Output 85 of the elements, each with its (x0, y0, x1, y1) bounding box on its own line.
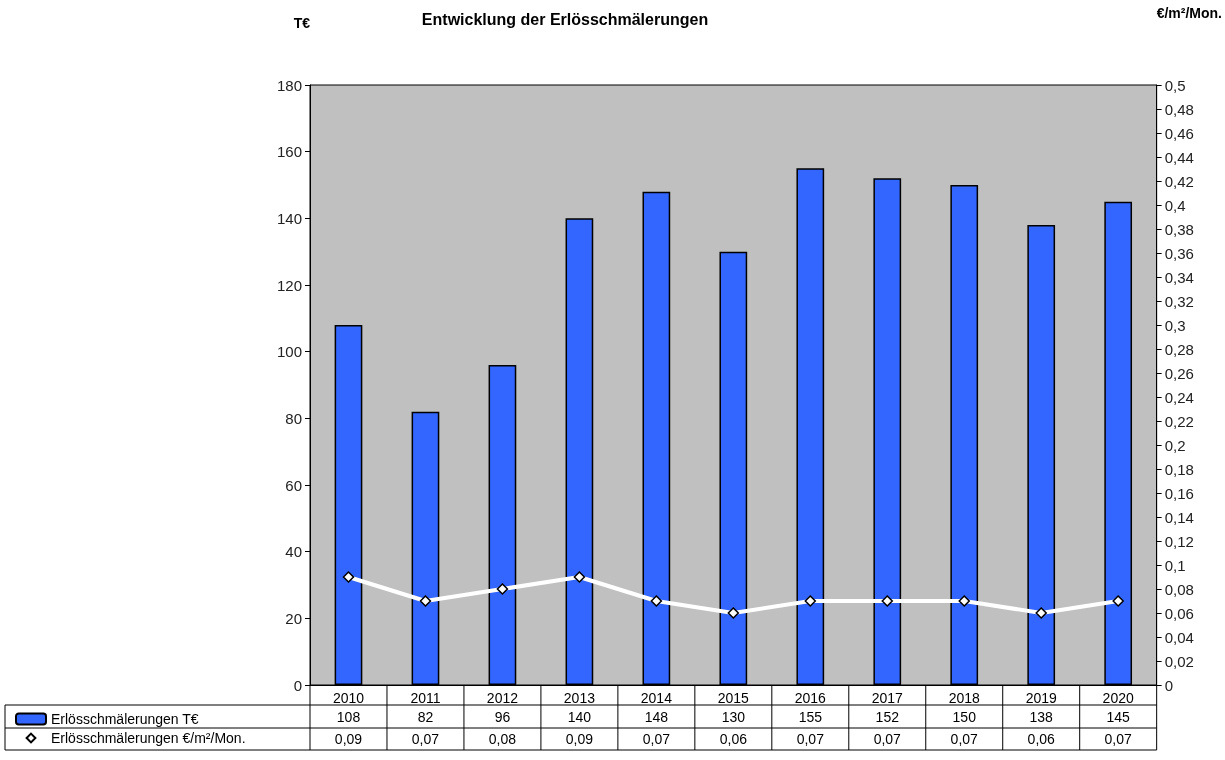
y2-tick-label: 0,1 (1164, 556, 1186, 574)
point (1035, 607, 1047, 619)
data-label: 130 (721, 708, 746, 725)
y2-tick-label: 0,22 (1164, 412, 1194, 430)
y2-tick-label: 0,46 (1164, 124, 1194, 142)
data-label: 0,06 (719, 731, 748, 747)
point (1112, 595, 1124, 607)
chart-title: Entwicklung der Erlösschmälerungen (421, 10, 709, 28)
y2-tick-label: 0,18 (1164, 460, 1194, 478)
x-tick-label: 2020 (1102, 690, 1134, 706)
point (650, 595, 663, 607)
y2-tick-label: 0,04 (1164, 628, 1194, 646)
y-tick-label: 60 (285, 476, 302, 494)
point (419, 595, 432, 607)
y2-tick-label: 0,28 (1164, 340, 1194, 358)
point (881, 595, 894, 607)
point (496, 583, 509, 595)
data-label: 152 (875, 708, 900, 725)
data-label: 0,06 (1027, 731, 1056, 747)
data-label: 148 (644, 708, 669, 725)
data-label: 0,07 (796, 731, 825, 747)
x-tick-label: 2015 (717, 690, 750, 706)
y-tick-label: 180 (276, 76, 302, 94)
y-tick-label: 120 (276, 276, 302, 294)
y2-tick-label: 0,14 (1164, 508, 1194, 526)
y2-tick-label: 0,34 (1164, 268, 1194, 286)
data-label: 0,07 (873, 731, 902, 747)
data-label: 0,07 (1104, 731, 1133, 747)
y2-tick-label: 0,08 (1164, 580, 1194, 598)
x-tick-label: 2013 (563, 690, 596, 706)
data-label: 138 (1029, 708, 1054, 725)
y2-tick-label: 0,32 (1164, 292, 1194, 310)
y2-tick-label: 0,26 (1164, 364, 1194, 382)
y-tick-label: 20 (285, 609, 302, 627)
data-label: 0,07 (411, 731, 440, 747)
y2-tick-label: 0,12 (1164, 532, 1194, 550)
x-tick-label: 2017 (871, 690, 904, 706)
x-tick-label: 2016 (794, 690, 827, 706)
y2-tick-label: 0,48 (1164, 100, 1194, 118)
y2-tick-label: 0,3 (1164, 316, 1186, 334)
y-tick-label: 40 (285, 543, 302, 561)
y2-tick-label: 0 (1164, 676, 1174, 694)
y-tick-label: 160 (276, 143, 302, 161)
point (804, 595, 817, 607)
point (573, 571, 586, 583)
y2-tick-label: 0,4 (1164, 196, 1186, 214)
x-tick-label: 2018 (948, 690, 981, 706)
y-tick-label: 80 (285, 409, 302, 427)
data-label: 150 (952, 708, 977, 725)
data-label: 0,08 (488, 731, 517, 747)
data-label: 140 (567, 708, 592, 725)
y2-axis-title: €/m²/Mon. (1156, 5, 1223, 21)
y-tick-label: 100 (276, 343, 302, 361)
y-tick-label: 0 (293, 676, 302, 694)
x-tick-label: 2011 (410, 690, 441, 706)
y2-tick-label: 0,2 (1164, 436, 1186, 454)
data-label: 145 (1106, 708, 1131, 725)
data-label: 82 (417, 708, 434, 725)
x-tick-label: 2010 (332, 690, 365, 706)
data-label: 96 (494, 708, 511, 725)
data-label: 155 (798, 708, 823, 725)
y-axis-title: T€ (293, 15, 311, 31)
y2-tick-label: 0,42 (1164, 172, 1194, 190)
y2-tick-label: 0,38 (1164, 220, 1194, 238)
data-label: 0,07 (950, 731, 979, 747)
x-tick-label: 2014 (640, 690, 673, 706)
legend-label: Erlösschmälerungen T€ (51, 711, 199, 727)
legend-label: Erlösschmälerungen €/m²/Mon. (51, 730, 246, 746)
y2-tick-label: 0,36 (1164, 244, 1194, 262)
x-tick-label: 2012 (486, 690, 519, 706)
point (727, 607, 740, 619)
data-label: 0,09 (565, 731, 594, 747)
y2-tick-label: 0,06 (1164, 604, 1194, 622)
x-tick-label: 2019 (1025, 690, 1057, 706)
y2-tick-label: 0,24 (1164, 388, 1194, 406)
data-label: 0,07 (642, 731, 671, 747)
y2-tick-label: 0,5 (1164, 76, 1186, 94)
y2-tick-label: 0,44 (1164, 148, 1194, 166)
point (958, 595, 970, 607)
y2-tick-label: 0,16 (1164, 484, 1194, 502)
point (342, 571, 355, 583)
y2-tick-label: 0,02 (1164, 652, 1194, 670)
data-label: 0,09 (334, 731, 363, 747)
data-label: 108 (336, 708, 361, 725)
y-tick-label: 140 (276, 209, 302, 227)
